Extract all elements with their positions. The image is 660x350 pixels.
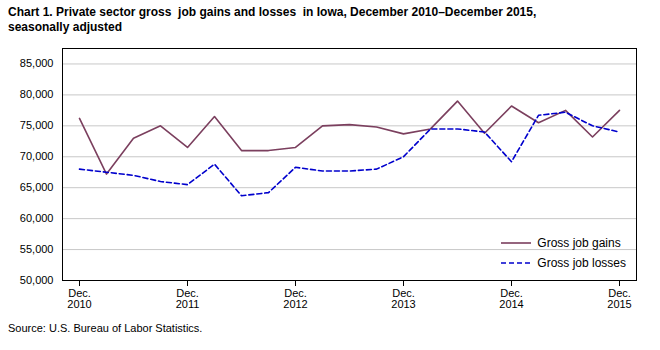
svg-text:Dec.2010: Dec.2010 xyxy=(67,287,91,310)
html-text:Chart 1. Private sector gross: Chart 1. Private sector gross job gains … xyxy=(8,5,537,34)
html-text:Gross job losses: Gross job losses xyxy=(537,256,626,270)
svg-text:70,000: 70,000 xyxy=(20,150,54,162)
svg-text:Dec.2012: Dec.2012 xyxy=(283,287,307,310)
svg-text:Dec.2013: Dec.2013 xyxy=(391,287,415,310)
svg-text:50,000: 50,000 xyxy=(20,274,54,286)
html-text:Gross job gains: Gross job gains xyxy=(537,236,621,250)
svg-text:Dec.2015: Dec.2015 xyxy=(607,287,631,310)
svg-text:65,000: 65,000 xyxy=(20,181,54,193)
svg-text:85,000: 85,000 xyxy=(20,57,54,69)
svg-text:80,000: 80,000 xyxy=(20,88,54,100)
svg-text:Dec.2011: Dec.2011 xyxy=(176,287,200,310)
svg-text:60,000: 60,000 xyxy=(20,212,54,224)
html-text:Source: U.S. Bureau of Labor S: Source: U.S. Bureau of Labor Statistics. xyxy=(8,322,203,334)
svg-text:55,000: 55,000 xyxy=(20,243,54,255)
svg-text:Dec.2014: Dec.2014 xyxy=(499,287,523,310)
svg-text:75,000: 75,000 xyxy=(20,119,54,131)
